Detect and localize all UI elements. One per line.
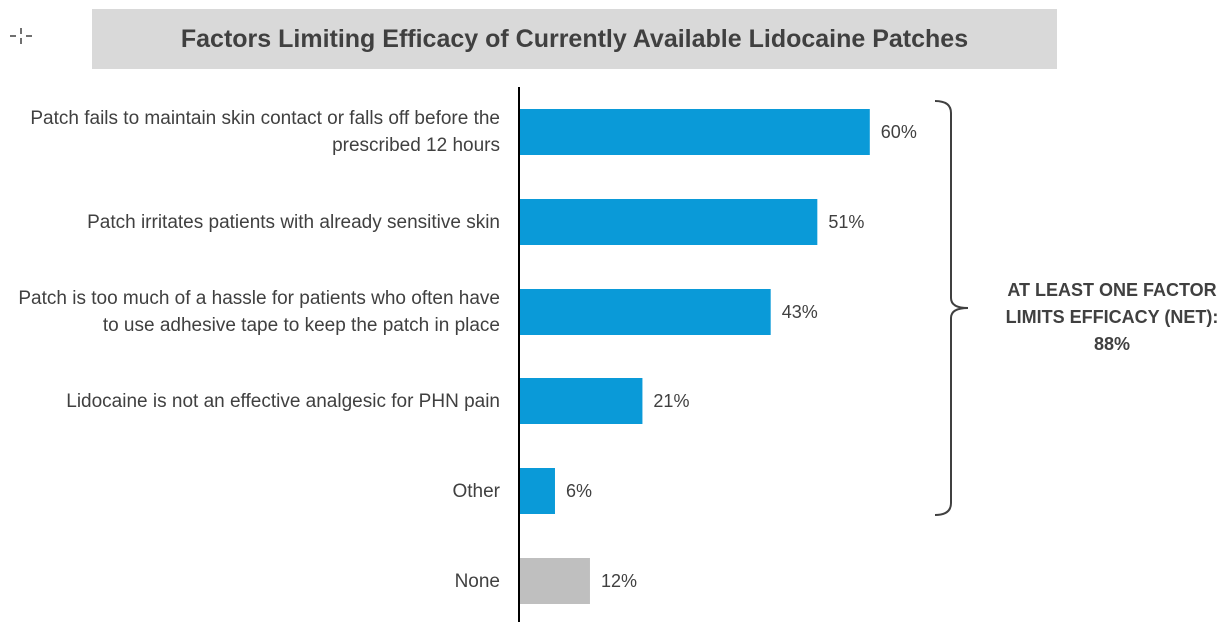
category-label-line: Patch fails to maintain skin contact or … (30, 108, 500, 129)
category-label-line: Lidocaine is not an effective analgesic … (66, 390, 500, 412)
value-label-5: 12% (600, 571, 637, 591)
category-label-4: Other (0, 478, 500, 505)
category-label-line: prescribed 12 hours (332, 135, 500, 156)
category-label-line: Patch irritates patients with already se… (87, 211, 500, 233)
category-label-line: Other (452, 480, 500, 502)
net-bracket (934, 100, 969, 516)
net-line-2: LIMITS EFFICACY (NET): (1005, 307, 1219, 327)
net-annotation: AT LEAST ONE FACTOR LIMITS EFFICACY (NET… (995, 277, 1229, 358)
category-label-line: Patch is too much of a hassle for patien… (18, 288, 500, 309)
bar-0 (520, 109, 870, 155)
category-label-2: Patch is too much of a hassle for patien… (0, 285, 500, 339)
net-line-1: AT LEAST ONE FACTOR (1007, 280, 1217, 300)
net-line-3: 88% (1093, 334, 1131, 354)
bar-3 (520, 378, 643, 424)
value-label-3: 21% (653, 391, 690, 411)
bar-1 (520, 199, 818, 245)
chart-title: Factors Limiting Efficacy of Currently A… (180, 24, 969, 53)
category-label-5: None (0, 568, 500, 595)
bar-5 (520, 558, 590, 604)
bar-4 (520, 468, 555, 514)
value-label-1: 51% (828, 212, 865, 232)
category-label-line: to use adhesive tape to keep the patch i… (102, 315, 500, 336)
category-label-1: Patch irritates patients with already se… (0, 209, 500, 236)
title-bar: Factors Limiting Efficacy of Currently A… (92, 9, 1057, 69)
move-crosshair-icon[interactable] (8, 26, 34, 52)
value-label-2: 43% (781, 302, 818, 322)
value-label-4: 6% (565, 481, 592, 501)
category-label-0: Patch fails to maintain skin contact or … (0, 105, 500, 159)
value-label-0: 60% (880, 122, 917, 142)
category-label-3: Lidocaine is not an effective analgesic … (0, 388, 500, 415)
bar-2 (520, 289, 771, 335)
category-label-line: None (454, 570, 500, 592)
